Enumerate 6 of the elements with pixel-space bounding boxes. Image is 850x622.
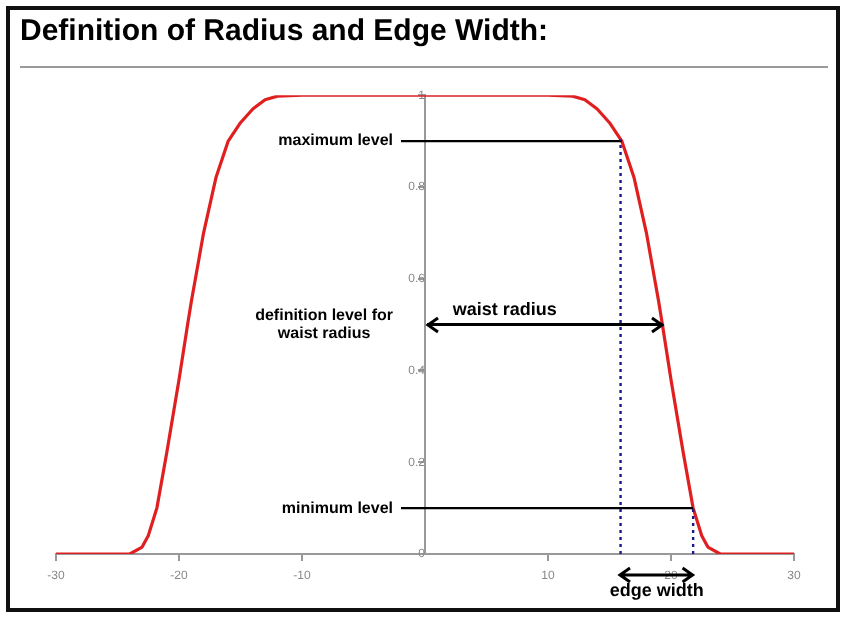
ref-line-label: minimum level — [281, 498, 393, 517]
ref-line-label: maximum level — [278, 131, 394, 150]
text: edge width — [609, 579, 704, 600]
chart-title: Definition of Radius and Edge Width: — [20, 14, 549, 48]
annotation: waist radius — [450, 298, 557, 319]
ref-line-label: definition level for waist radius — [255, 306, 394, 343]
